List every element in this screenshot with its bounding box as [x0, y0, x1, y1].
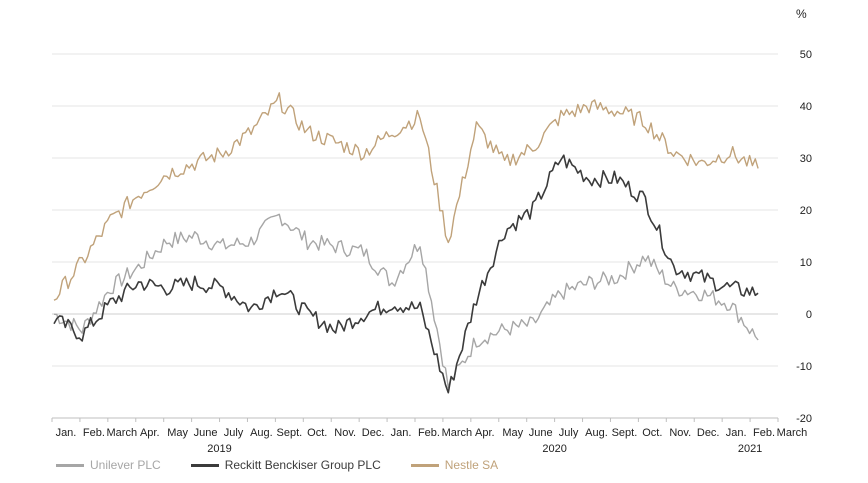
x-tick-label: July — [559, 427, 579, 439]
x-tick-label: Dec. — [362, 427, 385, 439]
legend-item-reckitt: Reckitt Benckiser Group PLC — [190, 458, 381, 472]
series-line-nestle-sa — [53, 92, 759, 301]
x-tick-label: Apr. — [140, 427, 160, 439]
legend-swatch — [410, 463, 439, 467]
y-tick-label: 30 — [800, 153, 812, 165]
legend-label-reckitt: Reckitt Benckiser Group PLC — [224, 458, 381, 472]
x-tick-label: Jan. — [391, 427, 412, 439]
x-tick-label: Dec. — [697, 427, 720, 439]
x-year-label: 2021 — [738, 443, 762, 455]
x-axis: Jan. Feb. March Apr. May June July Aug. Sept. Oct… — [51, 417, 808, 455]
y-tick-label: 0 — [806, 309, 812, 321]
x-tick-label: Nov. — [334, 427, 356, 439]
legend-item-unilever: Unilever PLC — [56, 458, 161, 472]
y-axis-ticks: 50 40 30 20 10 0 -10 -20 — [796, 49, 812, 425]
y-tick-label: 20 — [800, 205, 812, 217]
x-tick-label: Jan. — [56, 427, 77, 439]
x-tick-label: March — [442, 427, 473, 439]
y-tick-label: 10 — [800, 257, 812, 269]
x-tick-label: Oct. — [307, 427, 327, 439]
x-tick-label: May — [502, 427, 523, 439]
x-tick-label: March — [107, 427, 138, 439]
x-tick-label: Jan. — [726, 427, 747, 439]
x-tick-label: Feb. — [83, 427, 105, 439]
legend-swatch — [190, 463, 219, 467]
y-tick-label: -20 — [796, 413, 812, 425]
x-tick-label: Feb. — [418, 427, 440, 439]
x-tick-label: Aug. — [250, 427, 273, 439]
x-tick-label: Sept. — [612, 427, 638, 439]
x-tick-label: Oct. — [642, 427, 662, 439]
legend: Unilever PLC Reckitt Benckiser Group PLC… — [56, 458, 498, 472]
y-tick-label: 50 — [800, 49, 812, 61]
x-tick-label: Feb. — [753, 427, 775, 439]
y-tick-label: 40 — [800, 101, 812, 113]
gridlines — [52, 53, 778, 419]
x-tick-label: Sept. — [277, 427, 303, 439]
legend-label-unilever: Unilever PLC — [90, 458, 161, 472]
x-year-label: 2019 — [207, 443, 231, 455]
legend-label-nestle: Nestle SA — [444, 458, 499, 472]
x-tick-label: June — [194, 427, 218, 439]
series-line-unilever-plc — [53, 213, 759, 389]
x-tick-label: July — [224, 427, 244, 439]
x-tick-label: Aug. — [585, 427, 608, 439]
x-tick-label: Nov. — [669, 427, 691, 439]
x-tick-label: Apr. — [475, 427, 495, 439]
legend-swatch — [56, 463, 84, 467]
series-lines — [53, 92, 759, 394]
series-line-reckitt-benckiser-group-plc — [53, 154, 759, 394]
x-tick-label: March — [777, 427, 808, 439]
x-tick-label: June — [529, 427, 553, 439]
legend-item-nestle: Nestle SA — [410, 458, 499, 472]
x-year-label: 2020 — [542, 443, 566, 455]
x-tick-label: May — [167, 427, 188, 439]
y-tick-label: -10 — [796, 361, 812, 373]
y-axis-unit-label: % — [796, 7, 807, 21]
